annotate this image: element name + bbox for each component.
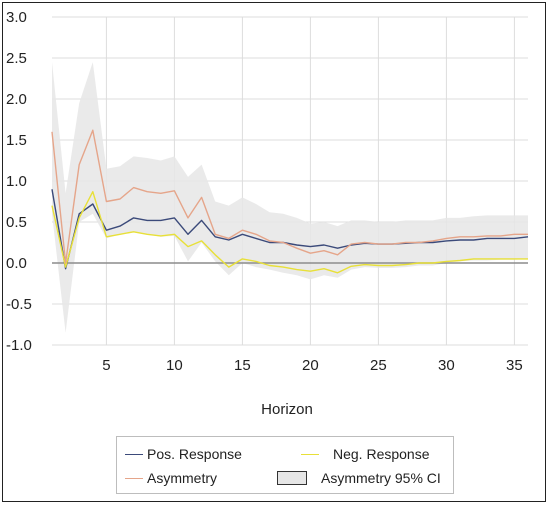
series-line-neg-response xyxy=(51,190,528,274)
y-tick-label: -0.5 xyxy=(6,296,32,313)
x-tick-label: 10 xyxy=(166,357,183,374)
legend-swatch-asymmetry-ci xyxy=(277,471,307,485)
y-tick-label: 1.5 xyxy=(6,132,27,149)
legend: Pos. Response Neg. Response Asymmetry As… xyxy=(116,436,454,494)
legend-label-asymmetry: Asymmetry xyxy=(147,470,217,486)
ci-band-layer xyxy=(52,62,528,333)
x-tick-label: 30 xyxy=(438,357,455,374)
ci-band-asymmetry xyxy=(52,62,528,333)
y-tick-label: 3.0 xyxy=(6,9,27,26)
legend-item-neg-response: Neg. Response xyxy=(301,444,430,464)
legend-item-asymmetry-ci: Asymmetry 95% CI xyxy=(277,468,441,488)
y-tick-label: 1.0 xyxy=(6,173,27,190)
series-line-pos-response xyxy=(51,189,529,270)
x-tick-label: 35 xyxy=(506,357,523,374)
x-tick-labels: 5 10 15 20 25 30 35 xyxy=(102,357,523,374)
series-layer xyxy=(51,129,529,274)
legend-label-asymmetry-ci: Asymmetry 95% CI xyxy=(321,470,441,486)
legend-swatch-pos-response xyxy=(125,453,143,455)
series-line-asymmetry xyxy=(51,129,528,264)
y-tick-label: 2.0 xyxy=(6,91,27,108)
y-tick-label: 0.0 xyxy=(6,255,27,272)
x-tick-label: 20 xyxy=(302,357,319,374)
legend-label-neg-response: Neg. Response xyxy=(333,446,430,462)
y-tick-labels: -1.0 -0.5 0.0 0.5 1.0 1.5 2.0 2.5 3.0 xyxy=(6,9,32,354)
legend-label-pos-response: Pos. Response xyxy=(147,446,242,462)
x-tick-label: 25 xyxy=(370,357,387,374)
line-chart: -1.0 -0.5 0.0 0.5 1.0 1.5 2.0 2.5 3.0 5 10 15 20 25 3… xyxy=(6,9,529,418)
legend-item-pos-response: Pos. Response xyxy=(125,444,242,464)
x-axis-title: Horizon xyxy=(261,401,313,418)
legend-item-asymmetry: Asymmetry xyxy=(125,468,217,488)
y-tick-label: -1.0 xyxy=(6,337,32,354)
legend-swatch-neg-response xyxy=(301,453,319,455)
y-tick-label: 0.5 xyxy=(6,214,27,231)
y-tick-label: 2.5 xyxy=(6,50,27,67)
x-tick-label: 5 xyxy=(102,357,110,374)
legend-swatch-asymmetry xyxy=(125,477,143,479)
x-tick-label: 15 xyxy=(234,357,251,374)
